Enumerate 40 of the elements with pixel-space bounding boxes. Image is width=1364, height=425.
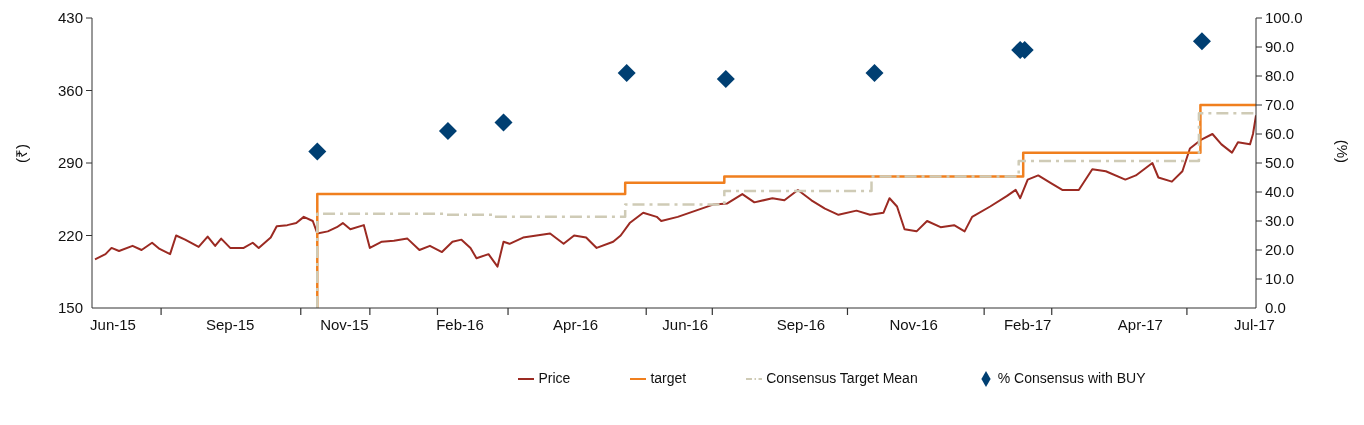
legend-label: target	[650, 370, 687, 386]
legend-label: Price	[538, 370, 571, 386]
y2-tick-label: 0.0	[1265, 299, 1286, 316]
y2-tick-label: 80.0	[1265, 67, 1295, 84]
y2-axis-title: (%)	[1333, 139, 1351, 163]
point	[438, 122, 457, 141]
legend-label: Consensus Target Mean	[766, 370, 918, 386]
x-tick-label: Feb-16	[436, 316, 484, 333]
y2-tick-label: 50.0	[1265, 154, 1295, 171]
x-tick-label: Nov-15	[320, 316, 369, 333]
legend-label: % Consensus with BUY	[997, 370, 1146, 386]
x-tick-label: Jul-17	[1234, 316, 1275, 333]
y2-tick-label: 30.0	[1265, 212, 1295, 229]
x-tick-label: Sep-15	[205, 316, 255, 333]
point	[494, 113, 513, 132]
y-tick-label: 150	[57, 299, 83, 316]
y2-tick-label: 90.0	[1265, 38, 1295, 55]
y2-tick-label: 10.0	[1265, 270, 1295, 287]
y2-tick-label: 100.0	[1265, 9, 1303, 26]
y-tick-label: 360	[57, 81, 83, 99]
x-tick-label: Feb-17	[1003, 316, 1052, 333]
point	[308, 142, 327, 161]
point	[617, 64, 636, 83]
y2-tick-label: 20.0	[1265, 241, 1295, 258]
y2-tick-label: 40.0	[1265, 183, 1295, 200]
x-tick-label: Apr-17	[1117, 316, 1163, 333]
y2-tick-label: 70.0	[1265, 96, 1295, 113]
x-tick-label: Nov-16	[889, 316, 938, 333]
x-tick-label: Jun-16	[662, 316, 709, 333]
point	[716, 69, 735, 88]
x-tick-label: Jun-15	[90, 316, 136, 333]
y-axis-title: (₹)	[13, 144, 31, 163]
x-tick-label: Apr-16	[553, 316, 599, 333]
x-tick-label: Sep-16	[776, 316, 826, 333]
y-tick-label: 220	[57, 226, 83, 244]
y-tick-label: 290	[57, 154, 83, 171]
y2-tick-label: 60.0	[1265, 125, 1295, 142]
y-tick-label: 430	[57, 9, 83, 26]
point	[865, 64, 884, 83]
point	[1192, 32, 1211, 51]
